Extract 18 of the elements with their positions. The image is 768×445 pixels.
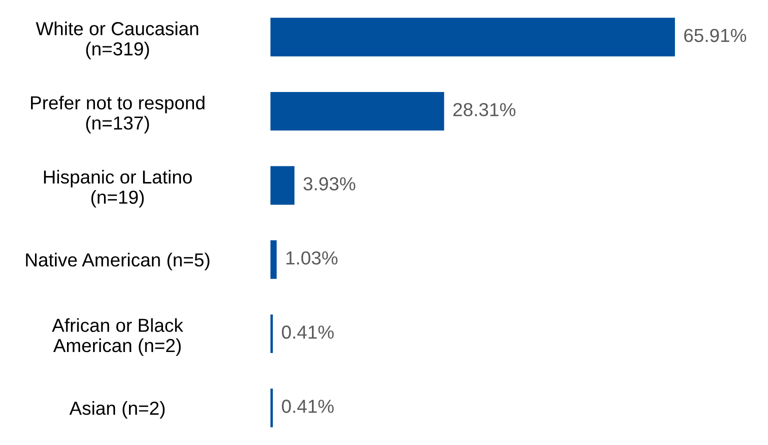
bar [270, 388, 273, 428]
bar [270, 240, 277, 279]
bar [270, 92, 444, 131]
y-tick-label: Hispanic or Latino (n=19) [44, 170, 192, 208]
data-label: 0.41% [282, 400, 334, 413]
data-label: 28.31% [453, 103, 516, 116]
data-label: 1.03% [286, 251, 338, 265]
bar [270, 18, 675, 56]
y-tick-label: White or Caucasian (n=319) [36, 22, 198, 60]
y-tick-label: Native American (n=5) [26, 252, 210, 270]
data-label: 0.41% [282, 326, 334, 339]
data-label: 65.91% [684, 28, 746, 42]
data-label: 3.93% [304, 177, 356, 190]
y-tick-label: Asian (n=2) [69, 401, 165, 419]
y-tick-label: African or Black American (n=2) [52, 318, 184, 356]
bar [270, 166, 294, 205]
bar [270, 314, 273, 354]
y-tick-label: Prefer not to respond (n=137) [31, 96, 204, 134]
